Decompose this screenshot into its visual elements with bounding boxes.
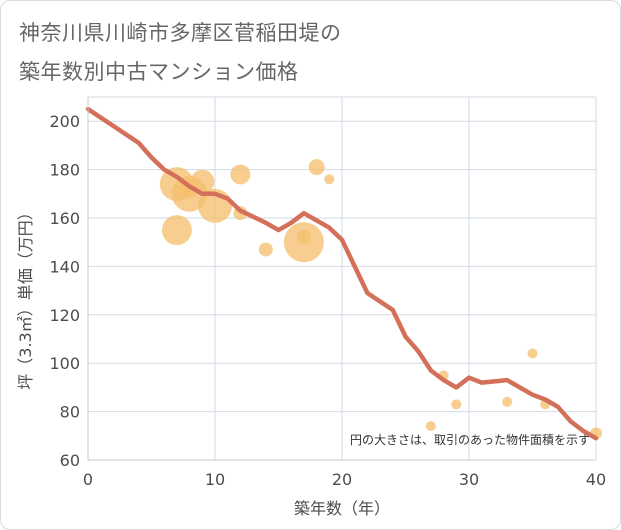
bubble-point (502, 396, 513, 407)
bubble-point (324, 174, 335, 185)
bubble-point (161, 215, 192, 246)
bubble-point (527, 348, 538, 359)
x-tick-label: 40 (586, 470, 606, 489)
y-axis-label: 坪（3.3㎡）単価（万円） (16, 204, 35, 389)
bubble-point (451, 399, 462, 410)
x-axis-label: 築年数（年） (294, 499, 390, 518)
x-tick-label: 0 (83, 470, 93, 489)
bubble-point (425, 421, 436, 432)
bubble-point (308, 159, 325, 176)
average-price-line (85, 106, 599, 441)
bubble-point (296, 230, 311, 245)
x-tick-label: 10 (205, 470, 225, 489)
y-tick-label: 140 (49, 257, 80, 276)
y-tick-label: 80 (60, 403, 80, 422)
y-tick-label: 60 (60, 451, 80, 470)
chart-title-line1: 神奈川県川崎市多摩区菅稲田堤の (19, 21, 342, 45)
chart-annotation: 円の大きさは、取引のあった物件面積を示す (350, 432, 590, 447)
line-series (85, 106, 599, 441)
bubble-point (230, 164, 251, 185)
y-tick-label: 180 (49, 161, 80, 180)
bubble-point (258, 242, 273, 257)
x-tick-label: 20 (332, 470, 352, 489)
y-tick-label: 200 (49, 112, 80, 131)
y-tick-label: 160 (49, 209, 80, 228)
chart-title-line2: 築年数別中古マンション価格 (19, 60, 299, 84)
y-tick-label: 120 (49, 306, 80, 325)
x-tick-label: 30 (459, 470, 479, 489)
axes: 60 80 100 120 140 160 180 200 0 10 20 30 40 (49, 97, 606, 489)
y-tick-label: 100 (49, 354, 80, 373)
